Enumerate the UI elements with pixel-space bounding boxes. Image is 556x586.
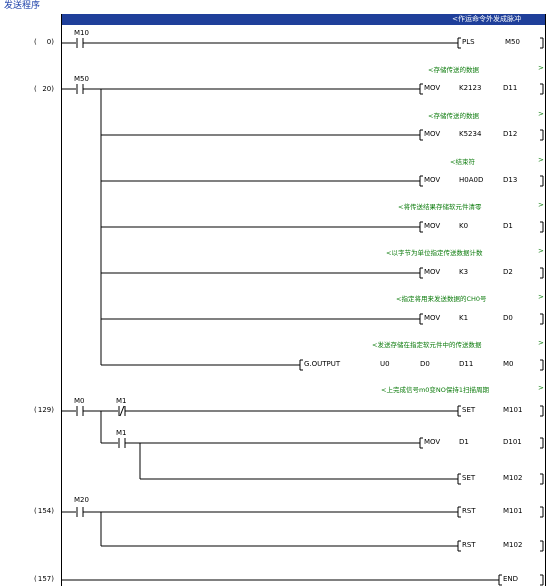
- instruction-name[interactable]: MOV: [424, 84, 441, 92]
- instruction-name[interactable]: PLS: [462, 38, 475, 46]
- no-contact[interactable]: [76, 406, 84, 416]
- left-power-rail: [61, 14, 62, 586]
- contact-device-label: M1: [116, 429, 127, 437]
- instruction-arg: K2123: [459, 84, 482, 92]
- instruction-arg: D11: [503, 84, 518, 92]
- contact-device-label: M50: [74, 75, 89, 83]
- instruction-arg: D1: [503, 222, 513, 230]
- instruction-arg: K3: [459, 268, 469, 276]
- instruction-arg: K5234: [459, 130, 482, 138]
- instruction-name[interactable]: MOV: [424, 314, 441, 322]
- comment-continue-marker: >: [538, 293, 544, 301]
- instruction-name[interactable]: MOV: [424, 438, 441, 446]
- instruction-arg: D0: [503, 314, 513, 322]
- instruction-name[interactable]: SET: [462, 406, 476, 414]
- instruction-name[interactable]: G.OUTPUT: [304, 360, 341, 368]
- instruction-name[interactable]: RST: [462, 541, 476, 549]
- instruction-name[interactable]: SET: [462, 474, 476, 482]
- contact-device-label: M20: [74, 496, 89, 504]
- instruction-comment: <将传送结果存储软元件清零: [398, 203, 482, 211]
- comment-continue-marker: >: [538, 64, 544, 72]
- comment-continue-marker: >: [538, 156, 544, 164]
- nc-contact[interactable]: [118, 405, 126, 417]
- comment-continue-marker: >: [538, 201, 544, 209]
- selected-row-highlight[interactable]: <作运命令外发成脉冲: [62, 14, 545, 25]
- right-power-rail: [545, 14, 546, 586]
- instruction-comment: <指定将用来发送数据的CH0号: [396, 295, 487, 303]
- contact-device-label: M1: [116, 397, 127, 405]
- instruction-arg: D11: [459, 360, 474, 368]
- instruction-name[interactable]: MOV: [424, 176, 441, 184]
- no-contact[interactable]: [76, 84, 84, 94]
- instruction-arg: D0: [420, 360, 430, 368]
- instruction-comment: <以字节为单位指定传送数据计数: [386, 249, 483, 257]
- instruction-arg: M50: [505, 38, 520, 46]
- instruction-arg: D2: [503, 268, 513, 276]
- contact-device-label: M10: [74, 29, 89, 37]
- program-title: 发送程序: [4, 1, 41, 11]
- comment-continue-marker: >: [538, 384, 544, 392]
- instruction-arg: U0: [380, 360, 390, 368]
- instruction-arg: D13: [503, 176, 518, 184]
- instruction-comment: <上完成信号m0变NO保持1扫描周期: [381, 386, 490, 394]
- instruction-arg: M101: [503, 507, 523, 515]
- no-contact[interactable]: [118, 438, 126, 448]
- instruction-comment: <发送存储在指定软元件中的传送数据: [372, 341, 482, 349]
- instruction-arg: M101: [503, 406, 523, 414]
- instruction-name[interactable]: MOV: [424, 130, 441, 138]
- instruction-arg: K1: [459, 314, 469, 322]
- contact-device-label: M0: [74, 397, 85, 405]
- program-title-bar: 发送程序: [0, 0, 556, 14]
- instruction-arg: K0: [459, 222, 469, 230]
- instruction-arg: M102: [503, 541, 523, 549]
- instruction-arg: M102: [503, 474, 523, 482]
- instruction-arg: D12: [503, 130, 518, 138]
- instruction-arg: D1: [459, 438, 469, 446]
- comment-continue-marker: >: [538, 110, 544, 118]
- instruction-name[interactable]: RST: [462, 507, 476, 515]
- no-contact[interactable]: [76, 38, 84, 48]
- instruction-arg: M0: [503, 360, 514, 368]
- comment-continue-marker: >: [538, 339, 544, 347]
- instruction-arg: D101: [503, 438, 522, 446]
- instruction-name[interactable]: END: [503, 575, 519, 583]
- no-contact[interactable]: [76, 507, 84, 517]
- selected-comment: <作运命令外发成脉冲: [452, 15, 521, 23]
- instruction-comment: <存储传送的数据: [428, 112, 479, 120]
- instruction-name[interactable]: MOV: [424, 222, 441, 230]
- instruction-name[interactable]: MOV: [424, 268, 441, 276]
- instruction-arg: H0A0D: [459, 176, 484, 184]
- comment-continue-marker: >: [538, 247, 544, 255]
- instruction-comment: <结束符: [450, 158, 475, 166]
- instruction-comment: <存储传送的数据: [428, 66, 479, 74]
